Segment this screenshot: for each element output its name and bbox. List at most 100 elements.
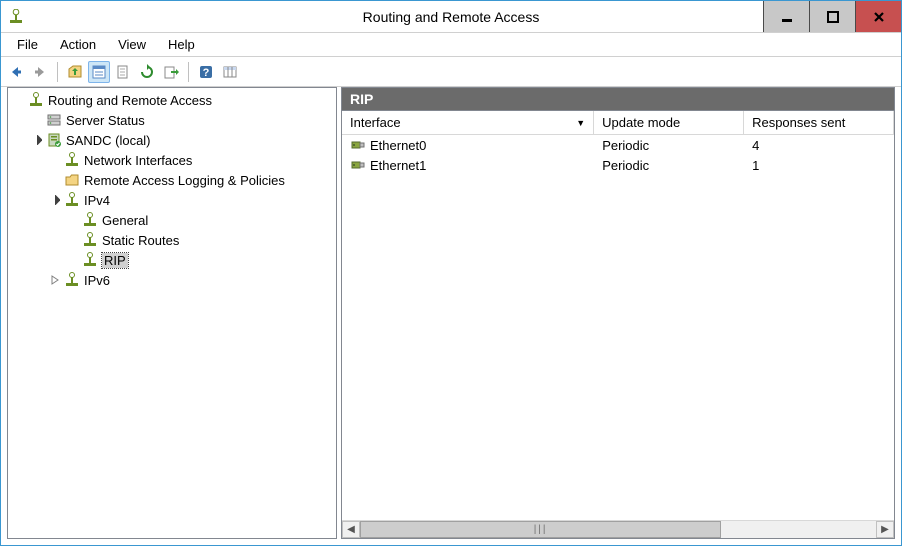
rras-icon <box>81 211 99 229</box>
toolbar-separator <box>188 62 189 82</box>
rras-icon <box>63 191 81 209</box>
toolbar-back-button[interactable] <box>5 61 27 83</box>
column-header-label: Responses sent <box>752 115 845 130</box>
column-header-label: Update mode <box>602 115 680 130</box>
toolbar-up-button[interactable] <box>64 61 86 83</box>
list-cell-update: Periodic <box>594 158 744 173</box>
tree-item-label: IPv4 <box>84 193 110 208</box>
toolbar-new-button[interactable] <box>112 61 134 83</box>
tree-item[interactable]: Network Interfaces <box>8 150 336 170</box>
expander-icon <box>66 253 80 267</box>
expander-icon <box>66 213 80 227</box>
cell-text: 1 <box>752 158 759 173</box>
expander-icon <box>48 153 62 167</box>
tree-item-label: SANDC (local) <box>66 133 151 148</box>
tree-item[interactable]: Server Status <box>8 110 336 130</box>
list-cell-responses: 1 <box>744 158 894 173</box>
list-rows: Ethernet0 Periodic 4 Ethernet1 Periodic 1 <box>342 135 894 520</box>
rras-icon <box>81 251 99 269</box>
nic-icon <box>350 137 366 153</box>
tree-item[interactable]: IPv6 <box>8 270 336 290</box>
cell-text: Ethernet1 <box>370 158 426 173</box>
column-header-interface[interactable]: Interface ▼ <box>342 111 594 134</box>
tree-item-label: RIP <box>102 253 128 268</box>
cell-text: Periodic <box>602 158 649 173</box>
toolbar-help-button[interactable]: ? <box>195 61 217 83</box>
column-header-label: Interface <box>350 115 401 130</box>
toolbar-refresh-button[interactable] <box>136 61 158 83</box>
cell-text: 4 <box>752 138 759 153</box>
list-row[interactable]: Ethernet0 Periodic 4 <box>342 135 894 155</box>
scroll-thumb[interactable]: ||| <box>360 521 721 538</box>
scroll-left-button[interactable]: ◀ <box>342 521 360 538</box>
list-row[interactable]: Ethernet1 Periodic 1 <box>342 155 894 175</box>
tree-item-label: IPv6 <box>84 273 110 288</box>
toolbar-separator <box>57 62 58 82</box>
details-header: RIP <box>341 87 895 110</box>
menu-file[interactable]: File <box>7 35 48 54</box>
tree-item[interactable]: Routing and Remote Access <box>8 90 336 110</box>
tree-item[interactable]: SANDC (local) <box>8 130 336 150</box>
server-icon <box>45 131 63 149</box>
console-tree[interactable]: Routing and Remote Access Server Status SA… <box>7 87 337 539</box>
tree-item[interactable]: General <box>8 210 336 230</box>
menu-help[interactable]: Help <box>158 35 205 54</box>
expander-icon[interactable] <box>30 133 44 147</box>
expander-icon <box>66 233 80 247</box>
content-area: Routing and Remote Access Server Status SA… <box>1 87 901 545</box>
expander-icon <box>12 93 26 107</box>
tree-item-label: Routing and Remote Access <box>48 93 212 108</box>
cell-text: Periodic <box>602 138 649 153</box>
tree-item[interactable]: IPv4 <box>8 190 336 210</box>
toolbar-columns-button[interactable] <box>219 61 241 83</box>
expander-icon[interactable] <box>48 193 62 207</box>
folder-icon <box>63 171 81 189</box>
tree-item[interactable]: Static Routes <box>8 230 336 250</box>
details-body: Interface ▼ Update mode Responses sent Ethe… <box>341 110 895 539</box>
expander-icon <box>48 173 62 187</box>
list-cell-interface: Ethernet0 <box>342 137 594 153</box>
list-cell-interface: Ethernet1 <box>342 157 594 173</box>
tree-item[interactable]: Remote Access Logging & Policies <box>8 170 336 190</box>
list-view[interactable]: Interface ▼ Update mode Responses sent Ethe… <box>342 111 894 538</box>
svg-text:?: ? <box>203 67 210 79</box>
column-header-update[interactable]: Update mode <box>594 111 744 134</box>
maximize-button[interactable] <box>809 1 855 32</box>
toolbar: ? <box>1 57 901 87</box>
list-cell-update: Periodic <box>594 138 744 153</box>
toolbar-export-button[interactable] <box>160 61 182 83</box>
tree-item-label: General <box>102 213 148 228</box>
rras-icon <box>63 271 81 289</box>
scroll-track[interactable]: ||| <box>360 521 876 538</box>
menu-action[interactable]: Action <box>50 35 106 54</box>
list-cell-responses: 4 <box>744 138 894 153</box>
rras-icon <box>81 231 99 249</box>
minimize-button[interactable] <box>763 1 809 32</box>
details-pane: RIP Interface ▼ Update mode Responses sent … <box>341 87 895 539</box>
tree-item-label: Network Interfaces <box>84 153 192 168</box>
rras-icon <box>63 151 81 169</box>
app-icon <box>5 6 27 28</box>
tree-item[interactable]: RIP <box>8 250 336 270</box>
expander-icon[interactable] <box>48 273 62 287</box>
cell-text: Ethernet0 <box>370 138 426 153</box>
sort-indicator-icon: ▼ <box>576 118 585 128</box>
scroll-right-button[interactable]: ▶ <box>876 521 894 538</box>
window-controls <box>763 1 901 32</box>
tree-item-label: Static Routes <box>102 233 179 248</box>
horizontal-scrollbar[interactable]: ◀ ||| ▶ <box>342 520 894 538</box>
rras-icon <box>27 91 45 109</box>
menu-view[interactable]: View <box>108 35 156 54</box>
tree-item-label: Remote Access Logging & Policies <box>84 173 285 188</box>
title-bar: Routing and Remote Access <box>1 1 901 33</box>
tree-item-label: Server Status <box>66 113 145 128</box>
close-button[interactable] <box>855 1 901 32</box>
expander-icon <box>30 113 44 127</box>
list-header: Interface ▼ Update mode Responses sent <box>342 111 894 135</box>
toolbar-forward-button[interactable] <box>29 61 51 83</box>
nic-icon <box>350 157 366 173</box>
toolbar-properties-button[interactable] <box>88 61 110 83</box>
column-header-responses[interactable]: Responses sent <box>744 111 894 134</box>
menu-bar: File Action View Help <box>1 33 901 57</box>
server-status-icon <box>45 111 63 129</box>
